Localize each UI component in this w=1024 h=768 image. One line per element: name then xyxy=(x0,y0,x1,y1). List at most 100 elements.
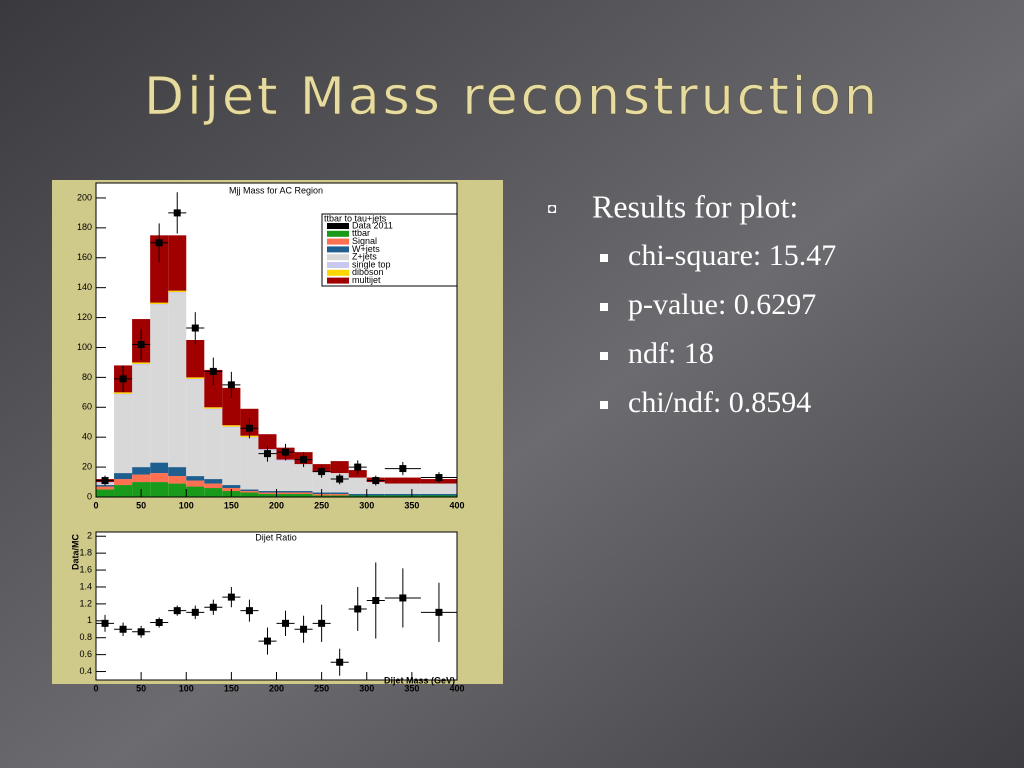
bullet-heading: Results for plot: xyxy=(592,188,798,224)
legend-label: ttbar xyxy=(352,228,370,238)
data-point xyxy=(300,456,308,464)
stack-bar xyxy=(312,471,331,493)
bullet-icon xyxy=(600,401,608,409)
stack-bar xyxy=(168,467,187,477)
legend-label: multijet xyxy=(352,275,381,285)
stack-bar xyxy=(96,489,115,497)
stack-bar xyxy=(150,482,169,497)
stack-bar xyxy=(168,235,187,291)
stack-bar xyxy=(204,488,223,497)
stack-bar xyxy=(420,483,457,495)
bullet-item: p-value: 0.6297 xyxy=(628,288,816,321)
stack-bar xyxy=(348,477,367,495)
stack-bar xyxy=(96,485,115,487)
stack-bar xyxy=(204,369,223,408)
slide-title: Dijet Mass reconstruction xyxy=(144,67,880,127)
y-tick-label: 0 xyxy=(87,491,92,501)
stack-bar xyxy=(168,483,187,497)
stack-bar xyxy=(384,495,421,497)
chart-title: Dijet Ratio xyxy=(255,532,297,542)
data-point xyxy=(173,209,181,217)
stack-bar xyxy=(276,461,295,492)
stack-bar xyxy=(330,494,349,496)
stack-bar xyxy=(168,290,187,293)
stack-bar xyxy=(384,494,421,496)
plot-area xyxy=(96,532,457,680)
stack-bar xyxy=(204,483,223,489)
legend-swatch xyxy=(327,277,349,284)
stack-bar xyxy=(186,480,205,487)
x-tick-label: 400 xyxy=(449,683,464,693)
stack-bar xyxy=(186,378,205,381)
y-tick-label: 0.6 xyxy=(79,649,92,659)
x-tick-label: 250 xyxy=(314,683,329,693)
data-point xyxy=(137,340,145,348)
stack-bar xyxy=(168,293,187,468)
stack-bar xyxy=(294,492,313,495)
x-tick-label: 350 xyxy=(404,500,419,510)
data-point xyxy=(227,381,235,389)
stack-bar xyxy=(114,393,133,396)
data-point xyxy=(155,618,163,626)
x-tick-label: 0 xyxy=(93,683,98,693)
stack-bar xyxy=(96,486,115,490)
bullet-item: ndf: 18 xyxy=(628,337,714,370)
legend-label: diboson xyxy=(352,267,384,277)
data-point xyxy=(336,658,344,666)
x-axis-label: Dijet Mass (GeV) xyxy=(384,675,455,685)
stack-bar xyxy=(150,473,169,483)
stack-bar xyxy=(294,494,313,497)
stack-bar xyxy=(240,491,259,493)
data-point xyxy=(263,637,271,645)
stack-bar xyxy=(114,395,133,474)
data-point xyxy=(101,619,109,627)
bullet-icon xyxy=(600,352,608,360)
legend-swatch xyxy=(327,262,349,268)
data-point xyxy=(263,450,271,458)
y-tick-label: 100 xyxy=(77,342,92,352)
y-tick-label: 160 xyxy=(77,252,92,262)
x-tick-label: 400 xyxy=(449,500,464,510)
stack-bar xyxy=(258,494,277,497)
stack-bar xyxy=(222,425,241,427)
stack-bar xyxy=(330,461,349,474)
stack-bar xyxy=(276,492,295,495)
stack-bar xyxy=(204,410,223,480)
legend-label: W+jets xyxy=(352,244,380,254)
x-tick-label: 300 xyxy=(359,500,374,510)
x-tick-label: 350 xyxy=(404,683,419,693)
stack-bar xyxy=(114,479,133,486)
stack-bar xyxy=(258,450,277,492)
x-tick-label: 100 xyxy=(179,683,194,693)
stack-bar xyxy=(222,426,241,429)
data-point xyxy=(318,619,326,627)
stack-bar xyxy=(114,485,133,497)
legend-swatch xyxy=(327,254,349,261)
x-tick-label: 250 xyxy=(314,500,329,510)
legend-title: ttbar to tau+jets xyxy=(324,213,387,223)
bullet-icon xyxy=(600,303,608,311)
stack-bar xyxy=(258,434,277,450)
legend-label: Signal xyxy=(352,236,377,246)
y-tick-label: 180 xyxy=(77,222,92,232)
data-point xyxy=(209,603,217,611)
data-point xyxy=(435,608,443,616)
stack-bar xyxy=(240,438,259,490)
stack-bar xyxy=(150,304,169,306)
data-point xyxy=(173,607,181,615)
data-point xyxy=(155,239,163,247)
legend-swatch xyxy=(327,269,349,276)
stack-bar xyxy=(330,495,349,497)
legend-swatch xyxy=(327,230,349,237)
y-tick-label: 2 xyxy=(87,531,92,541)
stack-bar xyxy=(114,392,133,394)
data-point xyxy=(336,475,344,483)
stack-bar xyxy=(114,473,133,480)
stack-bar xyxy=(150,302,169,305)
stack-bar xyxy=(348,494,367,496)
y-tick-label: 1 xyxy=(87,615,92,625)
stack-bar xyxy=(168,292,187,294)
stack-bar xyxy=(132,467,151,475)
stack-bar xyxy=(132,474,151,483)
